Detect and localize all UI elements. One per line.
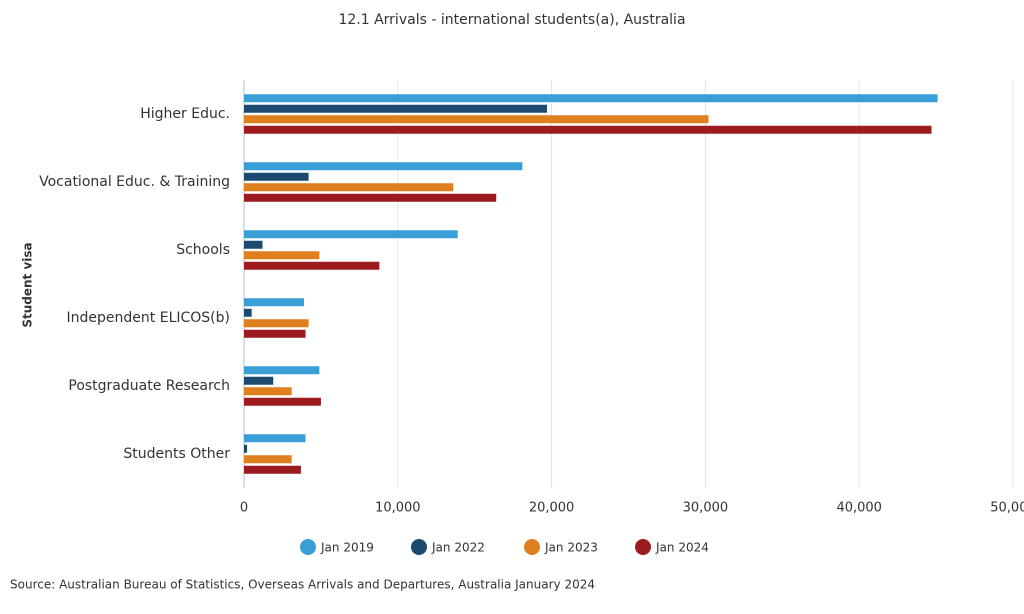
legend-marker xyxy=(411,539,427,555)
legend-label: Jan 2019 xyxy=(320,541,374,555)
bar xyxy=(244,240,263,249)
source-note: Source: Australian Bureau of Statistics,… xyxy=(10,578,595,592)
legend-marker xyxy=(635,539,651,555)
bar xyxy=(244,125,932,134)
chart-title: 12.1 Arrivals - international students(a… xyxy=(338,12,685,28)
bar xyxy=(244,366,320,375)
y-tick-label: Higher Educ. xyxy=(140,106,230,122)
bar xyxy=(244,104,547,113)
bar xyxy=(244,329,306,338)
y-tick-label: Independent ELICOS(b) xyxy=(67,310,230,326)
x-tick-label: 0 xyxy=(240,501,248,516)
bar xyxy=(244,261,380,270)
bar xyxy=(244,444,248,453)
bar xyxy=(244,251,320,260)
bar xyxy=(244,308,252,317)
bar xyxy=(244,376,274,385)
x-tick-label: 30,000 xyxy=(683,501,729,516)
y-tick-label: Schools xyxy=(176,242,230,258)
x-tick-label: 10,000 xyxy=(375,501,421,516)
x-tick-label: 40,000 xyxy=(836,501,882,516)
bar xyxy=(244,193,497,202)
legend-label: Jan 2023 xyxy=(544,541,598,555)
bar xyxy=(244,172,309,181)
bar xyxy=(244,434,306,443)
bar xyxy=(244,230,458,239)
x-tick-label: 50,000 xyxy=(990,501,1024,516)
y-tick-label: Vocational Educ. & Training xyxy=(39,174,230,190)
bar xyxy=(244,387,292,396)
x-tick-label: 20,000 xyxy=(529,501,575,516)
bar xyxy=(244,397,321,406)
bar xyxy=(244,298,304,307)
bar xyxy=(244,319,309,328)
bar xyxy=(244,115,709,124)
legend-marker xyxy=(524,539,540,555)
bar xyxy=(244,465,301,474)
bar xyxy=(244,94,938,103)
legend-label: Jan 2022 xyxy=(431,541,485,555)
y-axis-label: Student visa xyxy=(21,242,35,327)
legend-label: Jan 2024 xyxy=(655,541,709,555)
bar xyxy=(244,162,523,171)
y-tick-label: Students Other xyxy=(123,446,230,462)
legend-marker xyxy=(300,539,316,555)
y-tick-label: Postgraduate Research xyxy=(68,378,230,394)
bar xyxy=(244,455,292,464)
bar xyxy=(244,183,454,192)
